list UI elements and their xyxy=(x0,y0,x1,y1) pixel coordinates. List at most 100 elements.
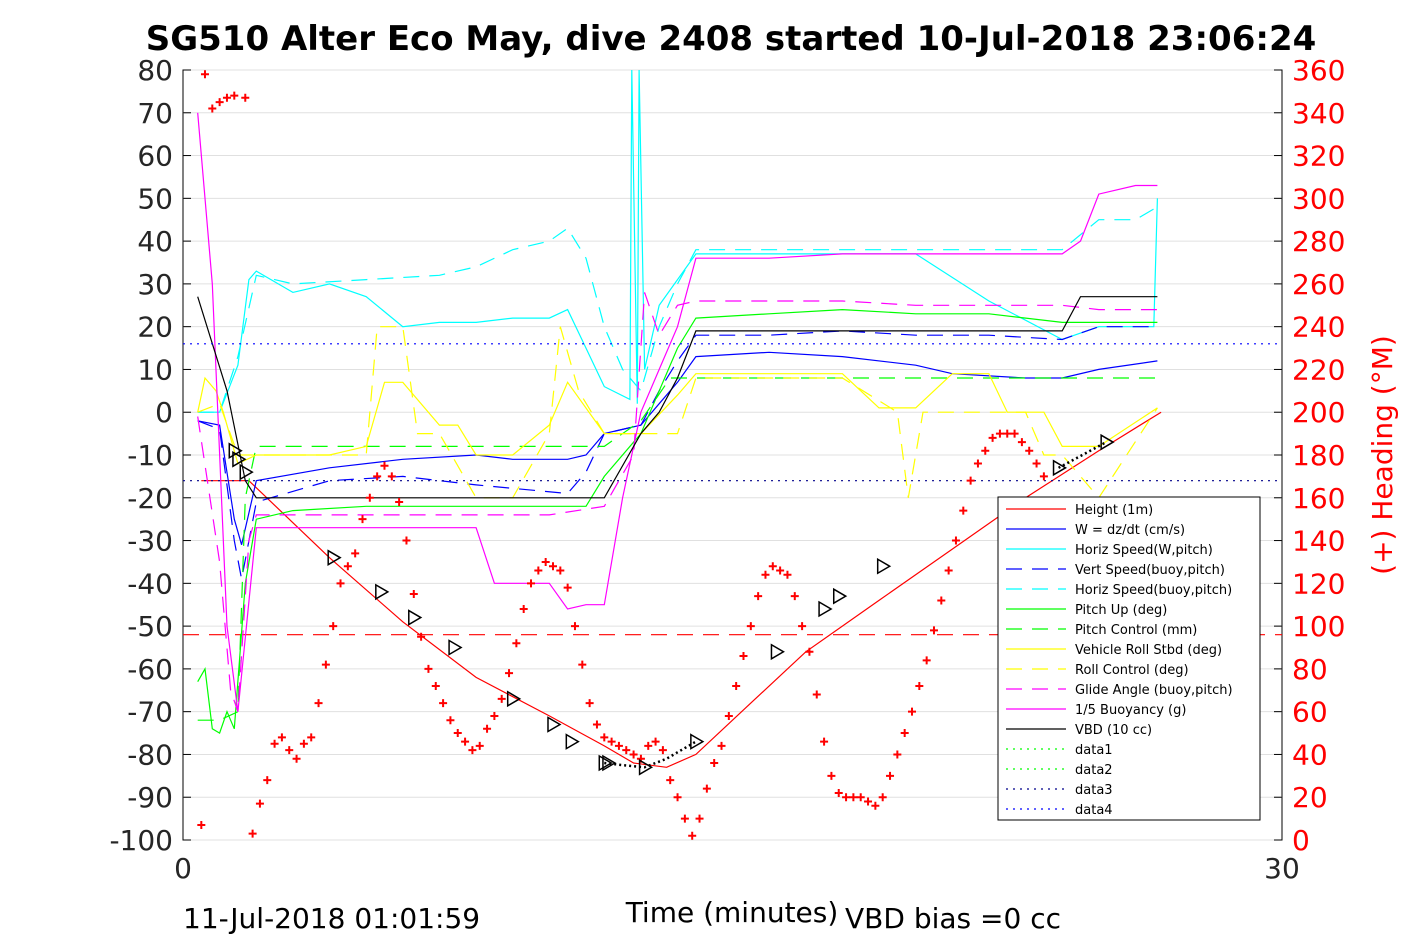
triangle-marker xyxy=(506,690,522,708)
heading-point xyxy=(417,632,426,641)
heading-point xyxy=(702,784,711,793)
heading-point xyxy=(981,446,990,455)
heading-point xyxy=(886,771,895,780)
right-y-axis-label: (+) Heading (°M) xyxy=(1366,335,1399,575)
y-right-tick-label: 260 xyxy=(1292,268,1345,301)
heading-point xyxy=(849,793,858,802)
legend-entry: VBD (10 cc) xyxy=(1075,723,1152,738)
heading-point xyxy=(351,549,360,558)
y-tick-label: 60 xyxy=(137,140,173,173)
y-right-tick-label: 60 xyxy=(1292,696,1328,729)
heading-point xyxy=(629,750,638,759)
y-tick-label: 20 xyxy=(137,311,173,344)
triangle-marker xyxy=(448,639,463,656)
heading-point xyxy=(358,515,367,524)
heading-point xyxy=(263,776,272,785)
heading-point xyxy=(1017,438,1026,447)
triangle-markers xyxy=(228,433,1115,776)
heading-point xyxy=(446,716,455,725)
heading-point xyxy=(995,429,1004,438)
heading-point xyxy=(820,737,829,746)
triangle-marker xyxy=(690,733,705,750)
triangle-marker xyxy=(232,450,247,468)
heading-point xyxy=(512,639,521,648)
top-dotted-segment xyxy=(1057,441,1107,469)
heading-point xyxy=(343,562,352,571)
heading-point xyxy=(592,720,601,729)
heading-point xyxy=(373,472,382,481)
heading-point xyxy=(812,690,821,699)
triangle-marker xyxy=(770,643,785,661)
series-lines xyxy=(183,70,1282,768)
heading-point xyxy=(973,459,982,468)
x-tick-label: 30 xyxy=(1264,852,1300,885)
heading-point xyxy=(208,104,217,113)
heading-point xyxy=(790,592,799,601)
x-axis-label: Time (minutes) xyxy=(625,896,839,929)
heading-point xyxy=(959,506,968,515)
triangle-marker xyxy=(547,716,562,733)
legend-entry: Vert Speed(buoy,pitch) xyxy=(1075,563,1225,578)
y-tick-label: -40 xyxy=(127,567,173,600)
heading-point xyxy=(644,741,653,750)
legend-entry: Pitch Up (deg) xyxy=(1075,603,1167,618)
heading-point xyxy=(651,737,660,746)
triangle-marker xyxy=(239,463,254,481)
heading-point xyxy=(871,801,880,810)
triangle-marker xyxy=(1052,459,1068,477)
legend-entry: data1 xyxy=(1075,743,1113,758)
series-line xyxy=(197,377,1158,721)
triangle-marker xyxy=(602,754,617,772)
heading-point xyxy=(607,737,616,746)
heading-point xyxy=(563,583,572,592)
y-right-tick-label: 0 xyxy=(1292,824,1310,857)
heading-point xyxy=(600,733,609,742)
chart-title: SG510 Alter Eco May, dive 2408 started 1… xyxy=(146,19,1317,59)
heading-point xyxy=(277,733,286,742)
heading-point xyxy=(395,498,404,507)
heading-point xyxy=(439,699,448,708)
y-tick-label: -90 xyxy=(127,781,173,814)
series-line xyxy=(197,373,1158,465)
heading-point xyxy=(768,562,777,571)
heading-point xyxy=(336,579,345,588)
heading-point xyxy=(409,590,418,599)
legend-entry: Glide Angle (buoy,pitch) xyxy=(1075,683,1233,698)
heading-point xyxy=(988,433,997,442)
heading-point xyxy=(314,699,323,708)
heading-point xyxy=(490,711,499,720)
heading-point xyxy=(710,759,719,767)
bottom-dotted-segment xyxy=(604,740,697,769)
heading-point xyxy=(578,660,587,669)
left-y-axis: 80 70 60 50 40 30 20 10 0 -10 -20 -30 -40 -50 -60 -70 -8… xyxy=(109,54,191,857)
legend-entry: Roll Control (deg) xyxy=(1075,663,1189,678)
legend-entry: Vehicle Roll Stbd (deg) xyxy=(1075,643,1222,658)
heading-point xyxy=(688,831,697,840)
heading-point xyxy=(856,793,865,802)
y-tick-label: -70 xyxy=(127,696,173,729)
heading-point xyxy=(805,647,814,656)
y-right-tick-label: 200 xyxy=(1292,396,1345,429)
heading-point xyxy=(321,660,330,669)
heading-point xyxy=(307,733,316,742)
heading-point xyxy=(380,461,389,470)
triangle-marker xyxy=(876,557,892,575)
heading-point xyxy=(402,536,411,545)
legend-entry: Horiz Speed(W,pitch) xyxy=(1075,543,1213,558)
heading-point xyxy=(299,739,308,748)
legend-entry: Pitch Control (mm) xyxy=(1075,623,1197,638)
right-y-axis: 3603403203002802602402202001801601401201… xyxy=(1274,54,1345,857)
heading-point xyxy=(666,776,675,785)
heading-point xyxy=(468,746,477,755)
heading-point xyxy=(519,605,528,613)
triangle-marker xyxy=(375,583,390,601)
heading-point xyxy=(534,566,543,575)
series-line xyxy=(197,296,1158,499)
y-right-tick-label: 20 xyxy=(1292,781,1328,814)
heading-point xyxy=(230,91,239,100)
heading-point xyxy=(783,570,792,579)
heading-point xyxy=(893,750,902,759)
y-tick-label: -100 xyxy=(109,824,173,857)
heading-point xyxy=(461,737,470,746)
heading-point xyxy=(222,93,231,102)
